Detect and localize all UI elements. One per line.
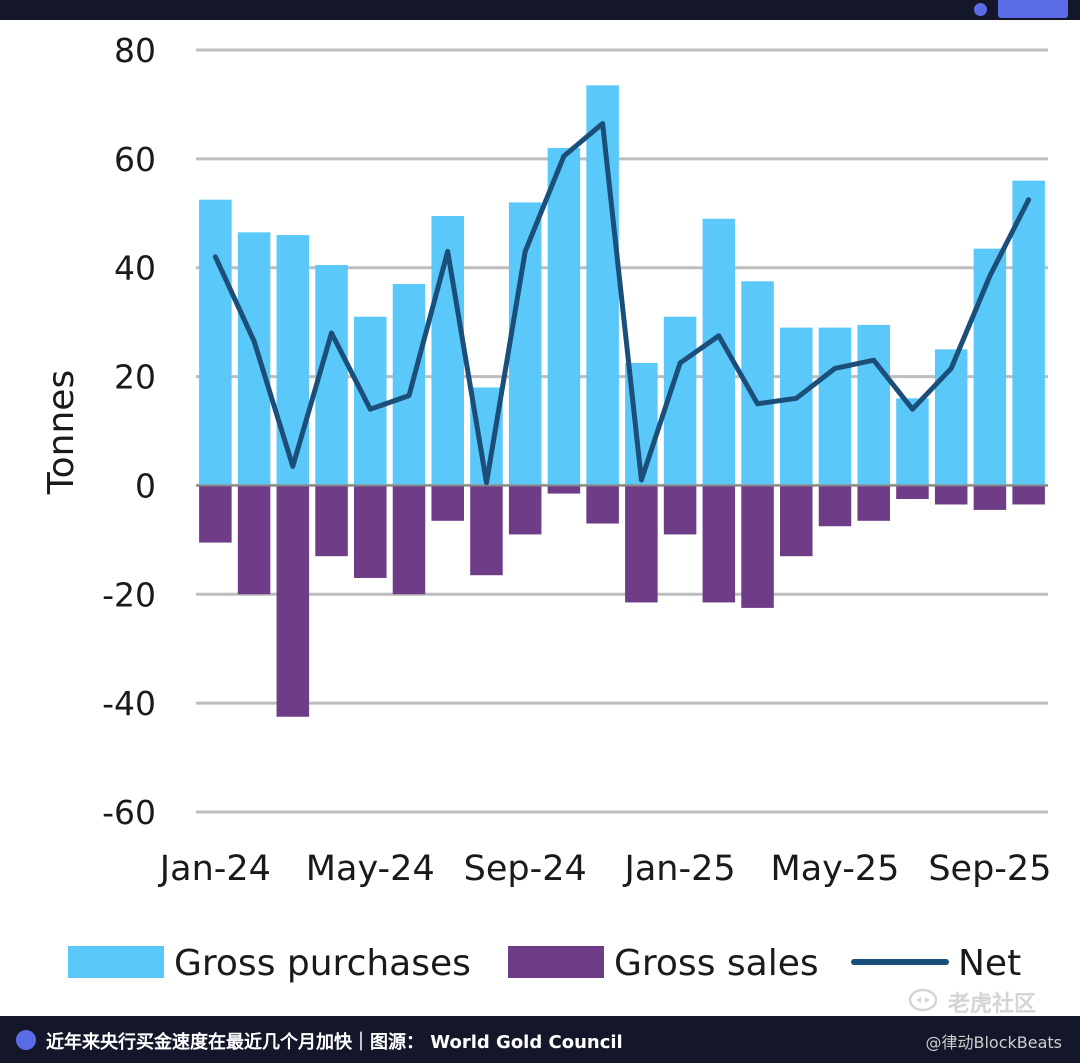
- bar-gross-sales: [973, 485, 1007, 510]
- bar-gross-sales: [780, 485, 813, 557]
- x-tick-label: Jan-24: [158, 849, 271, 889]
- bar-gross-sales: [470, 485, 503, 576]
- top-pill-indicator: [998, 0, 1068, 18]
- y-axis-label: Tonnes: [41, 370, 82, 495]
- top-bar: [0, 0, 1080, 20]
- x-tick-label: May-24: [306, 849, 435, 889]
- bar-gross-sales: [354, 485, 387, 578]
- caption-bar: 近年来央行买金速度在最近几个月加快｜图源： World Gold Council…: [0, 1016, 1080, 1063]
- legend-label: Gross purchases: [174, 943, 471, 984]
- image-credit: @律动BlockBeats: [925, 1033, 1062, 1052]
- y-tick-label: 60: [114, 140, 156, 179]
- y-tick-label: 40: [114, 249, 156, 288]
- bar-gross-purchases: [392, 284, 426, 486]
- x-tick-label: Jan-25: [623, 849, 736, 889]
- y-tick-label: -20: [102, 575, 156, 614]
- top-dot-indicator: [974, 3, 987, 16]
- y-tick-label: 0: [135, 466, 156, 505]
- legend-swatch: [68, 946, 164, 978]
- bar-gross-sales: [431, 485, 464, 521]
- bar-gross-purchases: [276, 235, 310, 486]
- bar-gross-sales: [702, 485, 736, 603]
- bar-gross-purchases: [780, 327, 813, 486]
- legend-swatch: [508, 946, 604, 978]
- bar-gross-sales: [663, 485, 697, 535]
- caption-dot-icon: [16, 1030, 36, 1050]
- bar-gross-purchases: [547, 147, 581, 486]
- x-tick-label: Sep-25: [928, 849, 1051, 889]
- bar-gross-sales: [237, 485, 271, 595]
- legend-item: Gross purchases: [68, 943, 471, 984]
- bar-gross-purchases: [857, 324, 890, 486]
- watermark-text: 老虎社区: [948, 992, 1037, 1017]
- tiger-logo-icon: [908, 988, 938, 1012]
- bar-gross-sales: [1012, 485, 1045, 505]
- bar-gross-purchases: [237, 232, 271, 486]
- bar-gross-purchases: [896, 398, 929, 486]
- line-net: [212, 121, 1032, 486]
- legend-label: Net: [958, 943, 1021, 984]
- image-caption: 近年来央行买金速度在最近几个月加快｜图源： World Gold Council: [46, 1032, 623, 1053]
- y-tick-label: -40: [102, 684, 156, 723]
- bar-gross-sales: [625, 485, 658, 603]
- bar-gross-purchases: [199, 199, 232, 486]
- bar-gross-sales: [276, 485, 310, 717]
- y-tick-label: -60: [102, 793, 156, 832]
- bar-gross-purchases: [1012, 180, 1045, 486]
- bar-gross-sales: [315, 485, 348, 557]
- bar-gross-purchases: [354, 316, 387, 486]
- legend-item: Net: [851, 943, 1021, 984]
- bar-gross-sales: [857, 485, 890, 521]
- bar-gross-sales: [818, 485, 852, 527]
- watermark: 老虎社区: [908, 986, 1068, 1017]
- bar-gross-sales: [199, 485, 232, 543]
- bar-gross-purchases: [586, 85, 619, 486]
- bar-gross-sales: [934, 485, 968, 505]
- bar-gross-sales: [547, 485, 581, 494]
- bar-gross-sales: [741, 485, 774, 608]
- bar-gross-sales: [508, 485, 542, 535]
- x-tick-label: Sep-24: [464, 849, 587, 889]
- legend-label: Gross sales: [614, 943, 819, 984]
- legend-item: Gross sales: [508, 943, 819, 984]
- bar-gross-sales: [392, 485, 426, 595]
- bar-gross-sales: [896, 485, 929, 500]
- y-tick-label: 80: [114, 31, 156, 70]
- bar-gross-purchases: [973, 248, 1007, 486]
- x-tick-label: May-25: [771, 849, 900, 889]
- bar-gross-purchases: [818, 327, 852, 486]
- bar-gross-sales: [586, 485, 619, 524]
- y-tick-label: 20: [114, 358, 156, 397]
